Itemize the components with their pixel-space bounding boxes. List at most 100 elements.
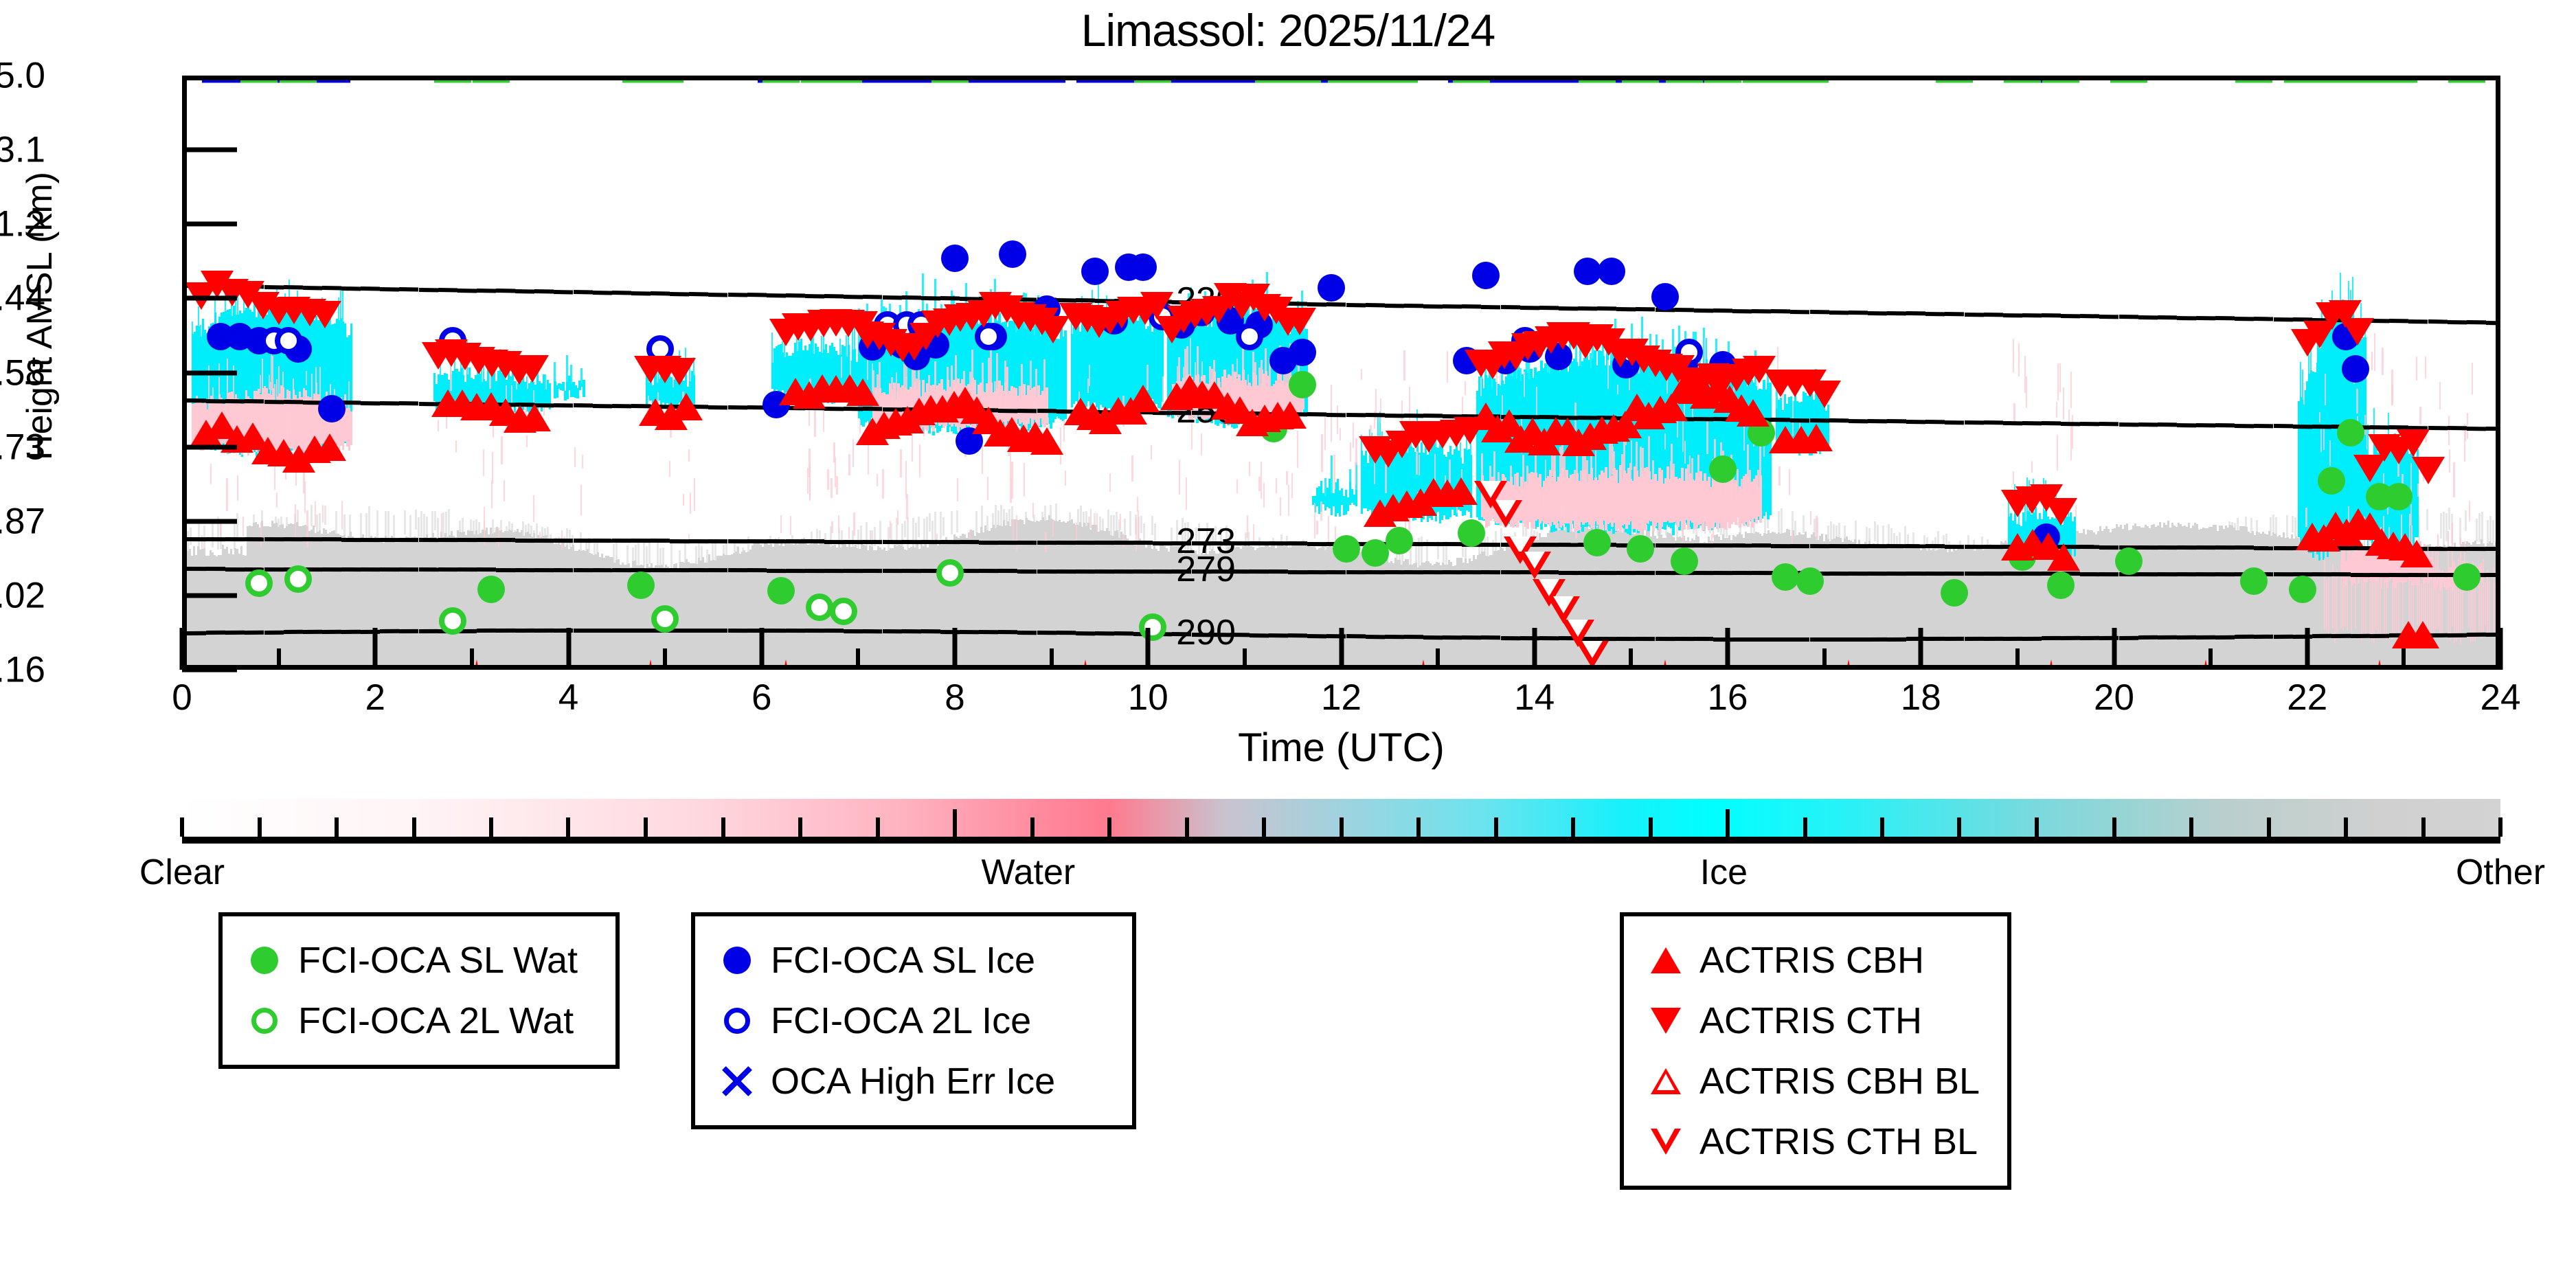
filled-triangle-down-red-icon: [1639, 1008, 1693, 1034]
actris-cth-marker: [663, 358, 697, 386]
isotherm-label: 290: [1176, 613, 1236, 653]
actris-cth-marker: [2044, 497, 2078, 526]
actris-cth-marker: [1283, 308, 1316, 336]
colorbar-tick: [2266, 817, 2271, 837]
actris-cth-bl-marker: [1517, 551, 1551, 579]
x-tick-minor: [276, 648, 281, 670]
actris-cbh-marker: [518, 404, 552, 432]
error-bar-cap: [762, 80, 800, 83]
x-tick-label: 14: [1514, 677, 1555, 718]
error-bar-cap: [313, 80, 350, 83]
x-tick-minor: [469, 648, 474, 670]
colorbar-tick: [2344, 817, 2348, 837]
oca-2l-ice-point: [646, 335, 675, 363]
error-bar-cap: [801, 80, 839, 83]
legend-item-label: ACTRIS CTH BL: [1699, 1121, 1978, 1162]
oca-sl-wat-point: [1796, 567, 1824, 595]
actris-cth-bl-marker: [1576, 640, 1609, 665]
x-tick-label: 2: [365, 677, 385, 718]
colorbar-label-clear: Clear: [139, 852, 225, 892]
oca-sl-wat-point: [1583, 529, 1612, 557]
colorbar-tick: [2035, 817, 2039, 837]
open-triangle-down-red-icon: [1639, 1129, 1693, 1155]
legend-item[interactable]: ACTRIS CTH BL: [1639, 1111, 1989, 1172]
oca-2l-ice-point: [274, 327, 302, 355]
colorbar-tick: [1571, 817, 1575, 837]
error-bar-cap: [951, 80, 988, 83]
colorbar-tick: [180, 817, 184, 837]
x-tick-minor: [1436, 648, 1440, 670]
plot-canvas: 230250273279290: [187, 80, 2496, 665]
actris-cth-marker: [516, 354, 550, 383]
oca-sl-wat-point: [1361, 539, 1389, 567]
error-bar-cap: [240, 80, 278, 83]
colorbar-tick: [952, 809, 957, 837]
colorbar-tick: [1107, 817, 1111, 837]
legend-item-label: FCI-OCA 2L Ice: [771, 1000, 1032, 1041]
y-tick-mark: [182, 295, 237, 301]
x-tick-label: 24: [2480, 677, 2521, 718]
legend-item[interactable]: FCI-OCA SL Wat: [238, 930, 598, 991]
oca-sl-wat-point: [2452, 563, 2481, 591]
actris-baseline-tick: [2377, 659, 2383, 665]
actris-baseline-tick: [782, 659, 789, 665]
colorbar-label-ice: Ice: [1699, 852, 1748, 892]
colorbar-tick: [2189, 817, 2193, 837]
oca-sl-wat-point: [477, 575, 505, 603]
legend-item[interactable]: ACTRIS CBH BL: [1639, 1051, 1989, 1111]
colorbar-tick: [566, 817, 571, 837]
colorbar-label-water: Water: [981, 852, 1076, 892]
legend-item[interactable]: FCI-OCA 2L Wat: [238, 991, 598, 1051]
filled-circle-green-icon: [238, 947, 291, 974]
error-bar-cap: [433, 80, 471, 83]
oca-sl-wat-point: [1627, 535, 1655, 563]
error-bar-cap: [1767, 80, 1805, 83]
y-tick-label: 3.87: [0, 501, 45, 542]
page-title: Limassol: 2025/11/24: [1081, 5, 1496, 56]
legend-item[interactable]: OCA High Err Ice: [710, 1051, 1114, 1111]
legend-item-label: ACTRIS CTH: [1699, 1000, 1922, 1041]
colorbar-tick: [1262, 817, 1266, 837]
actris-baseline-tick: [1421, 659, 1426, 665]
oca-2l-ice-point: [1235, 323, 1263, 351]
colorbar-tick: [1957, 817, 1962, 837]
y-tick-label: 7.58: [0, 352, 45, 393]
error-bar-cap: [2332, 80, 2369, 83]
error-bar-cap: [646, 80, 684, 83]
colorbar-tick: [1493, 817, 1498, 837]
actris-cth-marker: [2397, 429, 2430, 457]
x-tick-minor: [1049, 648, 1054, 670]
oca-sl-wat-point: [2317, 467, 2345, 495]
legend-item-label: ACTRIS CBH: [1699, 940, 1925, 981]
error-bar-cap: [2283, 80, 2321, 83]
actris-baseline-tick: [2203, 659, 2209, 665]
error-bar-cap: [994, 80, 1032, 83]
filled-circle-blue-icon: [710, 947, 764, 974]
actris-cbh-marker: [2406, 620, 2440, 648]
colorbar-tick: [1184, 817, 1189, 837]
actris-cth-marker: [2340, 318, 2374, 346]
legend-item[interactable]: ACTRIS CTH: [1639, 991, 1989, 1051]
legend-item[interactable]: FCI-OCA 2L Ice: [710, 991, 1114, 1051]
x-marker-blue-icon: [710, 1066, 764, 1096]
actris-cbh-marker: [1273, 400, 1307, 429]
legend-item[interactable]: FCI-OCA SL Ice: [710, 930, 1114, 991]
x-tick-minor: [2015, 648, 2020, 670]
x-tick-mark: [372, 628, 378, 670]
colorbar-tick: [2112, 817, 2116, 837]
error-bar-cap: [1743, 80, 1781, 83]
legend-item[interactable]: ACTRIS CBH: [1639, 930, 1989, 991]
error-bar-cap: [279, 80, 317, 83]
colorbar-tick: [2498, 817, 2502, 837]
marker-layer: [187, 80, 2496, 665]
x-tick-mark: [1532, 628, 1537, 670]
oca-sl-wat-point: [1458, 519, 1486, 547]
y-tick-mark: [182, 147, 237, 152]
oca-sl-ice-point: [2342, 354, 2370, 383]
error-bar-cap: [2312, 80, 2350, 83]
oca-2l-wat-point: [1139, 613, 1167, 641]
oca-sl-wat-point: [2114, 547, 2143, 575]
legend-item-label: FCI-OCA SL Wat: [298, 940, 578, 981]
y-tick-mark: [182, 519, 237, 524]
colorbar: Clear Water Ice Other: [139, 799, 2545, 892]
